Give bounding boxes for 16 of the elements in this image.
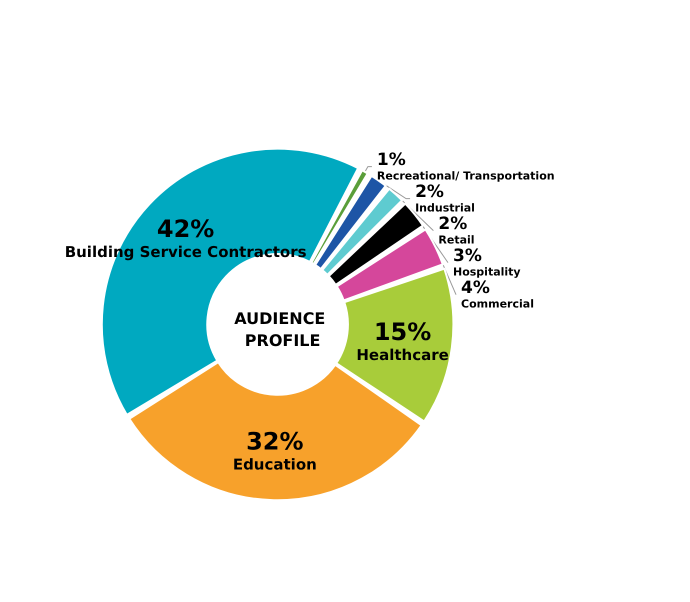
slice-label: Hospitality [452,266,521,279]
data-label: 3% [452,246,482,266]
data-label: 1% [376,150,406,170]
data-label: 2% [415,182,444,202]
data-label: 42% [156,215,214,244]
data-label: 2% [438,214,468,234]
data-label: 32% [246,427,304,456]
data-label: 15% [374,318,432,346]
slice-label: Industrial [415,202,475,215]
slice-label: Education [232,455,317,474]
slice-label: Healthcare [356,346,449,364]
slice-label: Retail [438,234,475,247]
slice-label: Commercial [461,298,534,311]
data-label: 4% [461,278,490,298]
slice-label: Recreational/ Transportation [376,170,555,183]
text: AUDIENCE PROFILE [234,308,331,350]
